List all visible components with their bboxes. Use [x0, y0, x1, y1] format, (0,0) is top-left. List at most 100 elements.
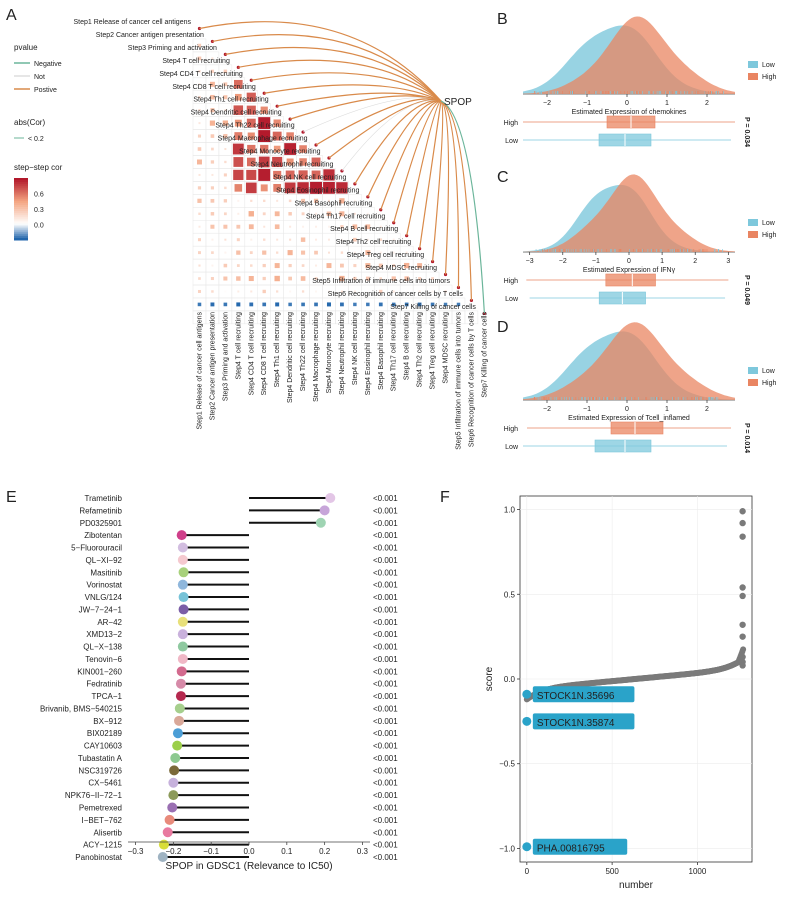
heatmap-square — [353, 199, 356, 202]
heatmap-square — [323, 181, 335, 194]
heatmap-square — [260, 106, 268, 114]
heatmap-square — [353, 302, 357, 307]
scatter-label-box — [532, 838, 628, 855]
heatmap-square — [248, 211, 254, 217]
heatmap-square — [286, 132, 294, 140]
drug-label: Tubastatin A — [78, 754, 123, 763]
heatmap-square — [224, 109, 227, 112]
spop-link — [225, 46, 442, 102]
scatter-label-text: STOCK1N.35696 — [537, 691, 615, 702]
colorbar-segment — [14, 229, 28, 233]
heatmap-row-label: Step4 Treg cell recruiting — [347, 252, 425, 259]
scatter-tick-label-y: −0.5 — [499, 760, 515, 769]
heatmap-square — [224, 290, 227, 293]
heatmap-col-label: Step4 Th2 cell recruiting — [417, 312, 424, 387]
heatmap-square — [366, 238, 369, 241]
density-legend-swatch — [748, 231, 758, 238]
heatmap-row-label: Step4 Eosinophil recruiting — [276, 187, 359, 194]
heatmap-square — [260, 184, 268, 192]
heatmap-square — [327, 290, 330, 293]
heatmap-square — [353, 264, 357, 268]
heatmap-square — [248, 224, 254, 230]
heatmap-square — [236, 276, 241, 281]
heatmap-square — [234, 132, 243, 140]
heatmap-square — [197, 289, 201, 293]
pvalue-label: <0.001 — [373, 729, 398, 738]
drug-label: BX−912 — [93, 717, 122, 726]
heatmap-square — [211, 264, 214, 267]
heatmap-square — [246, 157, 256, 167]
heatmap-square — [262, 212, 266, 216]
heatmap-square — [223, 263, 228, 268]
heatmap-col-label: Step4 Th17 cell recruiting — [391, 312, 398, 391]
heatmap-square — [297, 182, 309, 194]
heatmap-square — [391, 302, 396, 307]
heatmap-square — [418, 316, 421, 319]
drug-label: Fedratinib — [86, 680, 122, 689]
colorbar-segment — [14, 221, 28, 224]
pvalue-label: <0.001 — [373, 494, 398, 503]
heatmap-row-label: Step5 Infiltration of immune cells into … — [312, 278, 450, 285]
heatmap-square — [223, 69, 228, 74]
scatter-x-title: number — [619, 880, 654, 891]
heatmap-square — [276, 238, 279, 241]
heatmap-square — [288, 263, 292, 268]
heatmap-square — [366, 212, 369, 215]
density-tick-label: 3 — [726, 258, 730, 265]
heatmap-square — [301, 250, 306, 255]
heatmap-row-label: Step4 Monocyte recruiting — [239, 149, 320, 156]
heatmap-col-label: Step4 Dendritic cell recruiting — [287, 312, 294, 403]
lollipop-dot — [325, 493, 336, 503]
colorbar-segment — [14, 190, 28, 193]
density-legend-label: Low — [762, 62, 776, 69]
heatmap-square — [353, 316, 356, 319]
spop-link — [264, 84, 442, 102]
scatter-label-text: STOCK1N.35874 — [537, 718, 615, 729]
heatmap-square — [300, 276, 306, 281]
heatmap-square — [247, 132, 255, 140]
lollipop-dot — [177, 554, 188, 565]
heatmap-col-label: Step4 MDSC recruiting — [443, 312, 450, 384]
panel-letter-a: A — [6, 7, 17, 24]
pvalue-label: <0.001 — [373, 531, 398, 540]
heatmap-square — [417, 263, 423, 269]
heatmap-square — [379, 277, 383, 280]
heatmap-square — [211, 316, 214, 319]
drug-label: Zibotentan — [84, 531, 122, 540]
spop-label: SPOP — [444, 97, 472, 108]
heatmap-square — [246, 118, 256, 128]
heatmap-square — [223, 82, 228, 87]
drug-label: XMD13−2 — [86, 630, 122, 639]
pvalue-label: <0.001 — [373, 618, 398, 627]
pvalue-label: <0.001 — [373, 655, 398, 664]
heatmap-square — [263, 238, 266, 241]
heatmap-square — [210, 94, 215, 100]
heatmap-square — [274, 275, 280, 282]
heatmap-row-label: Step4 Macrophage recruiting — [218, 136, 308, 143]
heatmap-square — [197, 56, 202, 61]
panel-f-scatter: 1.0 0.5 0.0 −0.5 −1.0 0 500 1000 number score STOC… — [484, 495, 753, 891]
heatmap-square — [418, 276, 422, 281]
heatmap-square — [284, 143, 297, 155]
heatmap-square — [405, 316, 408, 319]
heatmap-square — [457, 316, 460, 319]
colorbar-segment — [14, 194, 28, 198]
drug-label: BIX02189 — [87, 729, 123, 738]
heatmap-square — [339, 275, 345, 282]
heatmap-square — [235, 93, 242, 101]
pvalue-label: <0.001 — [373, 791, 398, 800]
heatmap-square — [327, 238, 330, 241]
density-x-title: Estimated Expression of chemokines — [572, 109, 687, 116]
density-legend-label: High — [762, 232, 777, 239]
heatmap-square — [210, 212, 215, 216]
heatmap-square — [378, 302, 383, 307]
heatmap-square — [311, 157, 321, 167]
scatter-tick-label-y: 0.5 — [504, 590, 516, 599]
heatmap-square — [250, 290, 253, 293]
lollipop-dot — [315, 517, 326, 528]
heatmap-square — [250, 199, 253, 202]
scatter-tick-label-x: 500 — [605, 867, 619, 876]
spop-link — [440, 100, 473, 301]
heatmap-square — [263, 316, 266, 319]
heatmap-square — [223, 95, 228, 100]
